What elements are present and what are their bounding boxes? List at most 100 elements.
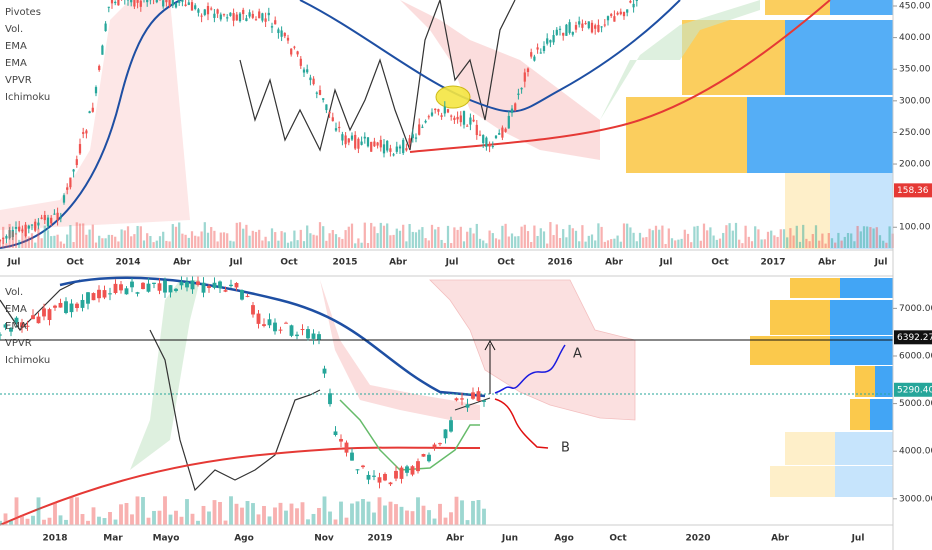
volume-bar: [289, 503, 294, 525]
volume-bar: [235, 222, 238, 248]
volume-bar: [786, 237, 789, 248]
candle: [94, 87, 98, 94]
candle: [408, 138, 411, 144]
candle: [218, 281, 222, 289]
volume-bar: [683, 229, 686, 248]
y-tick-label: 300.00: [899, 96, 931, 106]
candle: [530, 52, 533, 57]
candle: [219, 14, 222, 20]
volume-bar: [629, 227, 632, 248]
volume-bar: [594, 240, 597, 248]
volume-bar: [482, 508, 486, 525]
volume-bar: [453, 227, 456, 248]
volume-bar: [331, 230, 334, 248]
volume-bar: [270, 228, 274, 248]
volume-bar: [454, 496, 459, 525]
volume-bar: [715, 239, 718, 248]
volume-bar: [347, 226, 350, 248]
candle: [194, 5, 197, 9]
candle: [616, 12, 619, 15]
candle: [517, 93, 520, 95]
y-tick-label: 450.00: [899, 2, 931, 12]
volume-bar: [779, 229, 782, 248]
volume-bar: [187, 237, 190, 248]
candle: [376, 142, 379, 146]
volume-bar: [388, 501, 393, 525]
volume-bar: [536, 235, 539, 248]
volume-bar: [20, 515, 24, 525]
bottom-cloud-2: [320, 280, 480, 420]
volume-bar: [379, 222, 382, 248]
y-tick-label: 7000.00: [899, 304, 932, 314]
volume-bar: [725, 225, 728, 248]
volume-bar: [680, 238, 683, 248]
volume-bar: [328, 233, 331, 248]
volume-bar: [168, 514, 173, 525]
volume-bar: [163, 496, 167, 525]
volume-bar: [14, 233, 18, 248]
volume-bar: [197, 236, 200, 248]
volume-bar: [597, 223, 600, 248]
volume-bar: [658, 229, 661, 248]
volume-bar: [811, 234, 814, 248]
candle: [152, 282, 156, 284]
volume-bar: [616, 235, 619, 248]
volume-bar: [475, 223, 478, 248]
price-label-box: [894, 382, 932, 397]
candle: [306, 329, 310, 339]
volume-bar: [702, 223, 706, 248]
candle: [584, 23, 587, 25]
candle: [174, 2, 178, 8]
candle: [187, 2, 190, 5]
candle: [411, 134, 414, 139]
legend-item: EMA: [5, 58, 27, 69]
candle: [133, 0, 136, 7]
x-tick-label: Jul: [851, 534, 865, 544]
candle: [46, 217, 50, 227]
volume-bar: [36, 497, 41, 525]
y-tick-label: 4000.00: [899, 447, 932, 457]
volume-bar: [443, 242, 446, 248]
volume-bar: [75, 222, 78, 248]
candle: [223, 290, 228, 292]
volume-bar: [226, 233, 229, 248]
candle: [69, 177, 72, 188]
volume-bar: [5, 243, 8, 248]
candle: [574, 25, 578, 30]
candle: [399, 467, 404, 479]
candle: [622, 12, 626, 17]
volume-bar: [632, 232, 635, 248]
volume-bar: [750, 241, 754, 248]
volume-bar: [450, 243, 453, 248]
candle: [552, 35, 555, 43]
volume-bar: [56, 234, 59, 248]
volume-bar: [869, 227, 872, 248]
candle: [366, 137, 370, 147]
candle: [245, 295, 250, 297]
candle: [168, 285, 173, 293]
candle: [366, 474, 371, 480]
volume-bar: [258, 229, 261, 248]
y-tick-label: 100.00: [899, 223, 931, 233]
volume-bar: [552, 235, 555, 248]
volume-bar: [139, 226, 142, 248]
volume-bar: [229, 240, 232, 248]
candle: [382, 144, 386, 154]
candle: [25, 325, 30, 327]
candle: [197, 9, 200, 13]
y-tick-label: 5000.00: [899, 399, 932, 409]
volume-bar: [372, 512, 376, 525]
volume-bar: [267, 241, 270, 248]
candle: [256, 313, 261, 324]
x-tick-label: Abr: [389, 258, 407, 268]
volume-bar: [638, 232, 642, 248]
volume-bar: [763, 239, 766, 248]
bottom-lagging-line: [0, 279, 321, 492]
candle: [290, 48, 293, 55]
bottom-candles: [0, 275, 486, 489]
candle: [322, 98, 325, 100]
top-volume: [0, 222, 894, 248]
volume-bar: [311, 513, 316, 525]
volume-bar: [476, 500, 481, 525]
candle: [97, 289, 101, 299]
